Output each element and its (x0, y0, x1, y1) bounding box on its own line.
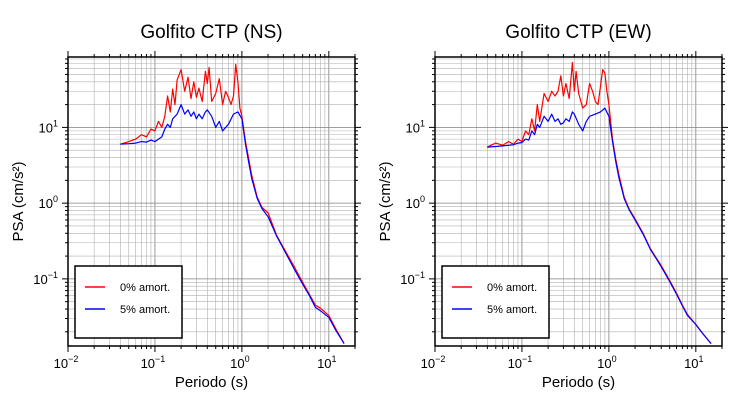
legend-label: 0% amort. (487, 282, 537, 294)
x-tick-label: 101 (684, 354, 703, 371)
legend-label: 5% amort. (120, 304, 170, 316)
y-tick-label: 100 (406, 194, 425, 211)
grid (67, 57, 356, 346)
x-axis-label: Periodo (s) (175, 374, 248, 391)
legend: 0% amort. 5% amort. (441, 265, 550, 339)
x-tick-label: 101 (317, 354, 336, 371)
chart-ew: Golfito CTP (EW) Periodo (s) PSA (cm/s²)… (377, 22, 728, 391)
tick-marks (429, 51, 728, 352)
y-tick-label: 100 (39, 194, 58, 211)
x-tick-label: 100 (230, 354, 249, 371)
tick-marks (62, 51, 361, 352)
series-line-damped (487, 107, 712, 344)
x-tick-label: 10−2 (54, 354, 79, 371)
series-line-damped (120, 103, 345, 344)
chart-title: Golfito CTP (EW) (505, 22, 651, 43)
y-tick-label: 10−1 (33, 270, 58, 287)
x-tick-label: 100 (597, 354, 616, 371)
x-axis-label: Periodo (s) (542, 374, 615, 391)
legend-box (441, 265, 550, 339)
plot-frame (434, 56, 723, 347)
plot-frame (67, 56, 356, 347)
x-tick-label: 10−2 (421, 354, 446, 371)
y-tick-label: 10−1 (400, 270, 425, 287)
chart-ns: Golfito CTP (NS) Periodo (s) PSA (cm/s²)… (10, 22, 361, 391)
y-tick-label: 101 (39, 118, 58, 135)
y-axis-label: PSA (cm/s²) (377, 161, 394, 241)
legend: 0% amort. 5% amort. (74, 265, 183, 339)
y-axis-label: PSA (cm/s²) (10, 161, 27, 241)
x-tick-label: 10−1 (508, 354, 533, 371)
x-tick-label: 10−1 (141, 354, 166, 371)
y-tick-label: 101 (406, 118, 425, 135)
legend-box (74, 265, 183, 339)
legend-label: 0% amort. (120, 282, 170, 294)
chart-title: Golfito CTP (NS) (140, 22, 282, 43)
legend-label: 5% amort. (487, 304, 537, 316)
